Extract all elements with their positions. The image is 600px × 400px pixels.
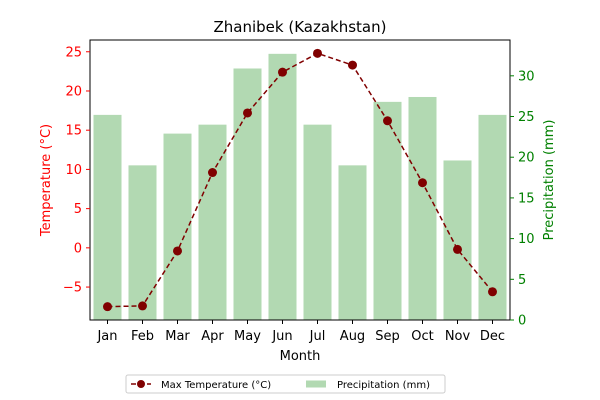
chart-title: Zhanibek (Kazakhstan)	[214, 18, 387, 36]
precipitation-bar	[198, 124, 227, 321]
right-y-tick-label: 25	[518, 110, 535, 125]
precipitation-bar	[338, 165, 367, 320]
x-tick-label: Jun	[271, 329, 292, 344]
x-tick-label: Sep	[375, 329, 400, 344]
precipitation-bar	[478, 114, 507, 320]
plot-frame	[89, 39, 511, 321]
legend-entry-precipitation: Precipitation (mm)	[337, 380, 430, 391]
left-y-tick-label: 0	[74, 241, 82, 256]
precipitation-bar	[443, 160, 472, 320]
temperature-point	[243, 108, 252, 118]
precipitation-bar	[408, 96, 437, 320]
right-y-tick-label: 20	[518, 151, 535, 166]
left-y-tick-label: −5	[63, 281, 82, 296]
temperature-point	[103, 302, 112, 312]
x-tick-label: Jan	[96, 329, 117, 344]
right-y-tick-label: 5	[518, 273, 526, 288]
x-tick-label: Dec	[480, 329, 505, 344]
left-y-tick-label: 15	[65, 124, 82, 139]
temperature-point	[278, 67, 287, 77]
precipitation-bar	[93, 114, 122, 320]
x-tick-label: May	[234, 329, 261, 344]
temperature-point	[488, 287, 497, 297]
legend-entry-temperature: Max Temperature (°C)	[161, 380, 271, 391]
x-tick-label: Apr	[201, 329, 224, 344]
right-y-tick-label: 0	[518, 314, 526, 329]
left-y-axis: −5 0 5 10 15 20 25	[63, 45, 90, 296]
right-y-tick-label: 15	[518, 191, 535, 206]
legend-box	[125, 374, 446, 394]
legend-bar-swatch	[306, 380, 326, 388]
x-tick-label: Aug	[340, 329, 365, 344]
temperature-point	[208, 168, 217, 178]
right-y-tick-label: 10	[518, 232, 535, 247]
x-tick-label: Oct	[411, 329, 433, 344]
x-axis-label: Month	[280, 349, 321, 364]
legend-marker-swatch	[137, 380, 145, 388]
temperature-point	[313, 48, 322, 58]
left-y-tick-label: 10	[65, 163, 82, 178]
temperature-point	[348, 60, 357, 70]
temperature-point	[453, 244, 462, 254]
precipitation-bar	[128, 165, 157, 320]
temperature-point	[418, 178, 427, 188]
x-axis: Jan Feb Mar Apr May Jun Jul Aug Sep Oct Nov Dec	[96, 320, 505, 344]
temperature-point	[383, 116, 392, 126]
temperature-point	[138, 301, 147, 311]
right-y-axis: 0 5 10 15 20 25 30	[510, 69, 535, 329]
left-y-axis-label: Temperature (°C)	[39, 124, 54, 237]
precipitation-bar	[163, 133, 192, 320]
precipitation-bar	[233, 68, 262, 320]
right-y-tick-label: 30	[518, 69, 535, 84]
left-y-tick-label: 25	[65, 45, 82, 60]
temperature-point	[173, 246, 182, 256]
right-y-axis-label: Precipitation (mm)	[542, 120, 557, 241]
left-y-tick-label: 5	[74, 202, 82, 217]
temperature-line-path	[107, 52, 494, 308]
x-tick-label: Feb	[131, 329, 154, 344]
precipitation-bar	[303, 124, 332, 321]
x-tick-label: Nov	[445, 329, 471, 344]
temperature-line	[103, 48, 497, 312]
x-tick-label: Jul	[309, 329, 326, 344]
x-tick-label: Mar	[165, 329, 190, 344]
left-y-tick-label: 20	[65, 84, 82, 99]
legend: Max Temperature (°C) Precipitation (mm)	[125, 374, 446, 394]
precipitation-bars	[93, 53, 507, 321]
precipitation-bar	[268, 53, 297, 320]
precipitation-bar	[373, 101, 402, 320]
